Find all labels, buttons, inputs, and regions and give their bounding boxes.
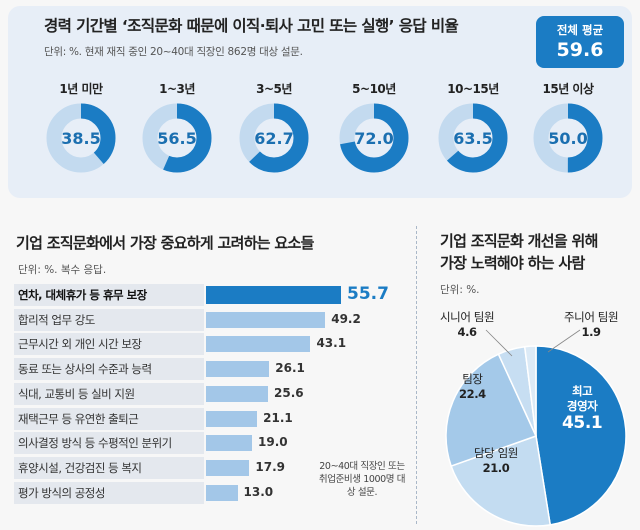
average-label: 전체 평균 [556,23,604,37]
pie-slice-label: 시니어 팀원 4.6 [440,310,495,339]
donut-arc [142,103,212,173]
donut-category-label: 15년 이상 [542,82,595,96]
bar-category-label: 식대, 교통비 등 실비 지원 [18,386,135,401]
factors-chart-title: 기업 조직문화에서 가장 중요하게 고려하는 요소들 [16,234,314,252]
factors-survey-note: 20~40대 직장인 또는 취업준비생 1000명 대상 설문. [318,461,406,498]
pie-slice [535,345,627,526]
bar-row: 식대, 교통비 등 실비 지원 25.6 [14,382,404,405]
bar-label-background [14,382,204,405]
donut-value: 50.0 [548,129,587,148]
donut-arc [533,103,603,173]
bar-label-background [14,432,204,455]
bar-fill [206,286,341,304]
career-panel: 경력 기간별 ‘조직문화 때문에 이직·퇴사 고민 또는 실행’ 응답 비율 단… [8,6,632,198]
donut-value: 72.0 [354,129,393,148]
bar-label-background [14,407,204,430]
donut-arc [46,103,116,173]
career-chart-title: 경력 기간별 ‘조직문화 때문에 이직·퇴사 고민 또는 실행’ 응답 비율 [44,17,459,35]
bar-category-label: 동료 또는 상사의 수준과 능력 [18,362,152,377]
donut-category-label: 5~10년 [352,82,396,96]
donut-arc [239,103,309,173]
bar-label-background [14,481,204,504]
bar-value: 21.1 [263,410,293,425]
pie-slice [497,345,537,437]
career-chart-unit: 단위: %. 현재 재직 중인 20~40대 직장인 862명 대상 설문. [44,46,303,58]
bar-value: 49.2 [331,311,361,326]
pie-slice-label: 최고 경영자 45.1 [562,384,603,433]
bar-row: 연차, 대체휴가 등 휴무 보장 55.7 [14,284,404,306]
average-value: 59.6 [556,39,604,61]
bar-row: 재택근무 등 유연한 출퇴근 21.1 [14,407,404,430]
bar-label-background [14,456,204,479]
pie-slice-label: 팀장 22.4 [459,372,486,401]
bar-category-label: 휴양시설, 건강검진 등 복지 [18,460,142,475]
bar-category-label: 평가 방식의 공정성 [18,485,105,500]
donut-category-label: 3~5년 [256,82,292,96]
bar-category-label: 근무시간 외 개인 시간 보장 [18,337,142,352]
bar-fill [206,459,250,476]
bar-value: 55.7 [347,284,389,304]
bar-row: 평가 방식의 공정성 13.0 [14,481,404,504]
bar-fill [206,336,311,353]
panel-divider [416,226,417,524]
pie-slice-label: 담당 임원 21.0 [474,446,518,475]
bar-fill [206,410,258,427]
bar-label-background [14,308,204,331]
donut-arc [438,103,508,173]
bar-value: 26.1 [275,361,305,376]
donut-category-label: 1~3년 [159,82,195,96]
donut-arc [339,103,409,173]
pie-slice-label: 주니어 팀원 1.9 [564,310,619,339]
bar-fill [206,435,253,452]
bar-value: 25.6 [274,385,304,400]
bar-fill [206,361,270,378]
factors-chart-unit: 단위: %. 복수 응답. [18,264,107,276]
pie-slice [523,345,537,437]
bar-label-background [14,358,204,381]
donut-charts: 38.5 56.5 62.7 72.0 63.5 50.0 [46,103,603,173]
donut-value: 62.7 [254,129,293,148]
bar-label-background [14,333,204,356]
donut-value: 56.5 [157,129,196,148]
bar-row: 근무시간 외 개인 시간 보장 43.1 [14,333,404,356]
bar-row: 휴양시설, 건강검진 등 복지 17.9 [14,456,404,479]
bar-value: 19.0 [258,435,288,450]
average-badge: 전체 평균 59.6 [536,16,624,68]
bar-fill [206,484,238,501]
donut-value: 38.5 [61,129,100,148]
bar-value: 13.0 [243,484,274,499]
effort-chart-title-line2: 가장 노력해야 하는 사람 [440,254,585,272]
bar-category-label: 연차, 대체휴가 등 휴무 보장 [18,288,147,302]
bar-row: 합리적 업무 강도 49.2 [14,308,404,331]
bar-row: 의사결정 방식 등 수평적인 분위기 19.0 [14,432,404,455]
bar-fill [206,385,269,402]
donut-category-label: 1년 미만 [59,82,103,96]
bar-fill [206,311,326,328]
bar-row: 동료 또는 상사의 수준과 능력 26.1 [14,358,404,381]
donut-value: 63.5 [453,129,492,148]
bar-category-label: 의사결정 방식 등 수평적인 분위기 [18,436,172,451]
effort-chart-title-line1: 기업 조직문화 개선을 위해 [440,232,598,250]
bar-value: 17.9 [255,459,285,474]
bar-label-background [14,284,204,306]
bar-category-label: 재택근무 등 유연한 출퇴근 [18,411,139,426]
bar-category-label: 합리적 업무 강도 [18,312,95,327]
effort-chart-unit: 단위: %. [440,284,480,296]
donut-category-label: 10~15년 [447,82,499,96]
bar-value: 43.1 [316,336,347,351]
